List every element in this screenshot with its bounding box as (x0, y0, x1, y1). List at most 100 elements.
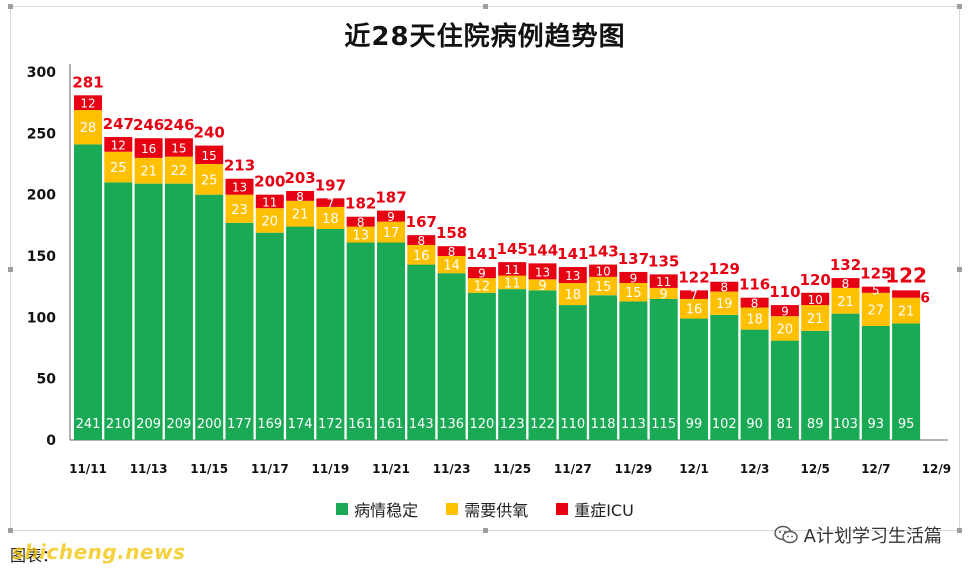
data-label-stable: 200 (197, 417, 222, 432)
bar-segment-stable (680, 318, 708, 440)
bar-segment-icu (164, 138, 193, 157)
resize-handle-bottom-left[interactable] (8, 528, 13, 533)
data-label-icu: 10 (808, 293, 823, 307)
data-label-oxygen: 18 (565, 288, 582, 303)
data-label-icu: 15 (171, 141, 186, 155)
resize-handle-bottom[interactable] (483, 528, 488, 533)
data-label-icu: 8 (296, 190, 304, 204)
x-tick-label: 11/25 (493, 462, 531, 476)
bar-segment-oxygen (710, 291, 739, 315)
bar-segment-oxygen (801, 305, 830, 331)
y-tick-label: 0 (46, 433, 56, 449)
x-tick-label: 11/15 (190, 462, 228, 476)
data-label-oxygen: 20 (777, 322, 794, 337)
bar-segment-stable (134, 183, 163, 441)
bar-segment-oxygen (589, 276, 618, 296)
bar-segment-stable (770, 340, 799, 440)
data-label-stable: 113 (621, 417, 646, 432)
data-label-stable: 136 (439, 417, 464, 432)
bar-segment-stable (740, 329, 769, 440)
bar-segment-oxygen (740, 307, 769, 330)
data-label-icu: 8 (751, 297, 759, 311)
data-label-stable: 99 (686, 417, 703, 432)
data-label-icu: 9 (630, 271, 638, 285)
bar-segment-oxygen (407, 244, 436, 265)
x-tick-label: 11/17 (251, 462, 289, 476)
bar-segment-stable (831, 313, 860, 440)
data-label-icu: 9 (478, 267, 486, 281)
data-label-oxygen: 28 (80, 121, 97, 136)
data-label-total: 246 (163, 116, 194, 134)
data-label-stable: 209 (136, 417, 161, 432)
data-label-total: 132 (830, 256, 861, 274)
data-label-stable: 115 (651, 417, 676, 432)
data-label-total: 141 (466, 245, 497, 263)
y-tick-label: 300 (27, 65, 56, 81)
data-label-stable: 81 (777, 417, 794, 432)
data-label-total: 125 (860, 265, 891, 283)
bar-segment-stable (255, 232, 284, 440)
bar-segment-oxygen (134, 157, 163, 184)
data-label-oxygen: 25 (110, 161, 127, 176)
bar-segment-icu (619, 271, 648, 283)
data-label-stable: 122 (530, 417, 555, 432)
data-label-oxygen: 17 (383, 226, 400, 241)
data-label-icu: 8 (448, 245, 456, 259)
y-tick-label: 200 (27, 188, 56, 204)
bar-segment-oxygen (770, 316, 799, 341)
data-label-oxygen: 21 (837, 295, 854, 310)
resize-handle-top-right[interactable] (957, 4, 962, 9)
data-label-total: 203 (284, 169, 315, 187)
data-label-icu: 8 (842, 277, 850, 291)
bar-segment-oxygen (831, 287, 860, 314)
data-label-oxygen: 12 (474, 279, 491, 294)
data-label-icu: 12 (111, 138, 126, 152)
data-label-total: 167 (406, 213, 437, 231)
data-label-oxygen: 22 (171, 164, 188, 179)
legend-swatch-stable (336, 503, 349, 515)
data-label-stable: 177 (227, 417, 252, 432)
bar-segment-stable (801, 330, 830, 440)
bar-segment-oxygen (558, 282, 587, 306)
data-label-icu: 16 (141, 142, 156, 156)
bar-segment-icu (437, 246, 466, 256)
bar-segment-oxygen (225, 194, 254, 223)
data-label-stable: 93 (868, 417, 885, 432)
chart-title: 近28天住院病例趋势图 (344, 22, 626, 52)
resize-handle-right[interactable] (957, 267, 962, 272)
data-label-total: 120 (800, 271, 831, 289)
data-label-stable: 120 (469, 417, 494, 432)
bar-segment-stable (619, 301, 648, 440)
x-tick-label: 12/7 (861, 462, 890, 476)
resize-handle-bottom-right[interactable] (957, 528, 962, 533)
bar-segment-stable (498, 289, 527, 440)
data-label-stable: 89 (807, 417, 824, 432)
data-label-total: 158 (436, 224, 467, 242)
x-tick-label: 11/11 (69, 462, 107, 476)
legend-swatch-oxygen (446, 503, 459, 515)
wechat-credit: A计划学习生活篇 (773, 522, 942, 548)
bar-segment-icu (831, 278, 860, 288)
bar-segment-icu (740, 297, 769, 308)
bar-segment-stable (164, 183, 193, 441)
bar-segment-stable (195, 194, 224, 440)
bar-segment-icu (528, 263, 557, 280)
data-label-oxygen: 21 (898, 305, 915, 320)
data-label-total: 145 (497, 240, 528, 258)
bar-segment-icu (255, 194, 284, 209)
data-label-oxygen: 11 (504, 276, 521, 291)
data-label-oxygen: 21 (292, 208, 309, 223)
bar-segment-icu (286, 190, 315, 201)
data-label-stable: 90 (746, 417, 763, 432)
resize-handle-top-left[interactable] (8, 4, 13, 9)
legend-item-oxygen: 需要供氧 (446, 497, 528, 521)
bar-segment-icu (558, 267, 587, 283)
x-tick-label: 11/13 (130, 462, 168, 476)
resize-handle-left[interactable] (8, 267, 13, 272)
data-label-icu: 15 (202, 149, 217, 163)
bar-segment-oxygen (619, 282, 648, 302)
data-label-total: 281 (72, 73, 103, 91)
resize-handle-top[interactable] (483, 4, 488, 9)
bar-segment-oxygen (498, 275, 527, 290)
